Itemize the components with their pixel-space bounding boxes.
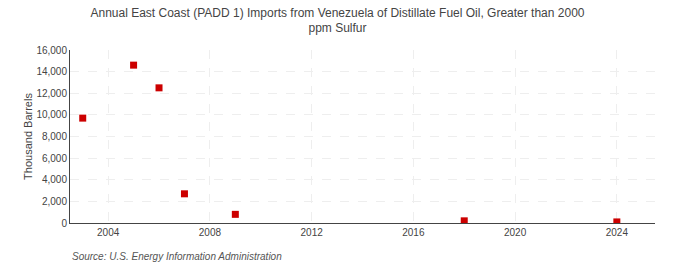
- svg-text:2012: 2012: [301, 227, 324, 238]
- svg-text:12,000: 12,000: [36, 88, 67, 99]
- svg-text:Thousand Barrels: Thousand Barrels: [22, 93, 34, 180]
- svg-text:6,000: 6,000: [42, 153, 67, 164]
- svg-text:2016: 2016: [402, 227, 425, 238]
- svg-text:10,000: 10,000: [36, 109, 67, 120]
- svg-text:Source: U.S. Energy Informatio: Source: U.S. Energy Information Administ…: [72, 251, 282, 262]
- svg-text:4,000: 4,000: [42, 174, 67, 185]
- svg-text:2024: 2024: [606, 227, 629, 238]
- svg-text:2020: 2020: [504, 227, 527, 238]
- svg-text:2004: 2004: [97, 227, 120, 238]
- svg-text:0: 0: [61, 218, 67, 229]
- svg-text:14,000: 14,000: [36, 66, 67, 77]
- svg-text:16,000: 16,000: [36, 45, 67, 56]
- svg-text:2,000: 2,000: [42, 196, 67, 207]
- svg-text:2008: 2008: [199, 227, 222, 238]
- svg-text:8,000: 8,000: [42, 131, 67, 142]
- svg-text:Annual East Coast (PADD 1) Imp: Annual East Coast (PADD 1) Imports from …: [90, 6, 584, 36]
